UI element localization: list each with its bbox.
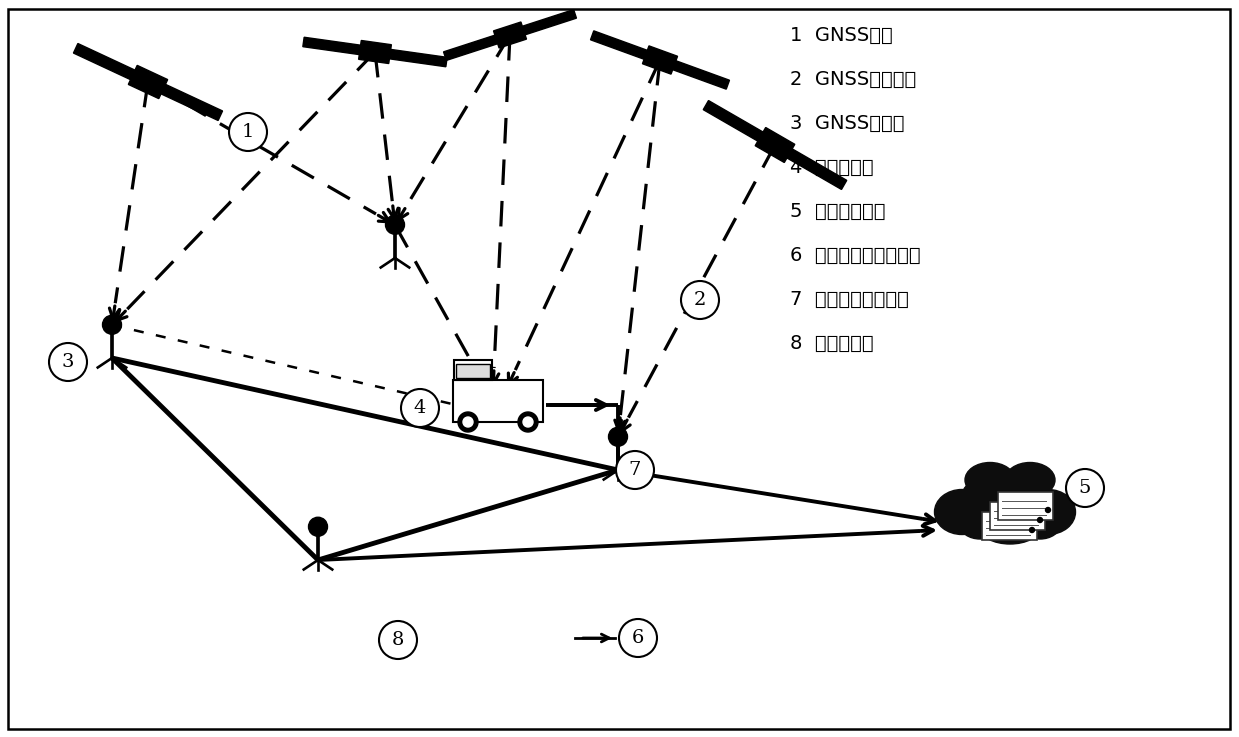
Polygon shape bbox=[73, 43, 135, 80]
Text: 4  流动站用户: 4 流动站用户 bbox=[790, 158, 873, 176]
Circle shape bbox=[50, 343, 87, 381]
Circle shape bbox=[523, 417, 533, 427]
Circle shape bbox=[518, 412, 538, 432]
Bar bbox=[456, 364, 489, 378]
Ellipse shape bbox=[960, 511, 1000, 539]
Text: 2: 2 bbox=[694, 291, 706, 309]
Polygon shape bbox=[444, 35, 498, 60]
Text: 5: 5 bbox=[1079, 479, 1092, 497]
Circle shape bbox=[463, 417, 473, 427]
Ellipse shape bbox=[1021, 489, 1075, 534]
Polygon shape bbox=[389, 49, 447, 67]
Circle shape bbox=[458, 412, 478, 432]
Ellipse shape bbox=[1020, 511, 1061, 539]
Text: 3: 3 bbox=[62, 353, 74, 371]
Bar bbox=[990, 502, 1044, 530]
Circle shape bbox=[620, 619, 657, 657]
Circle shape bbox=[1037, 517, 1042, 523]
Text: 8: 8 bbox=[392, 631, 404, 649]
Circle shape bbox=[681, 281, 719, 319]
Polygon shape bbox=[673, 60, 730, 89]
Ellipse shape bbox=[980, 512, 1040, 544]
Ellipse shape bbox=[960, 472, 1040, 532]
Text: 1: 1 bbox=[242, 123, 254, 141]
Polygon shape bbox=[493, 22, 527, 48]
Polygon shape bbox=[704, 100, 763, 142]
Polygon shape bbox=[161, 84, 223, 120]
Text: 8  基准站基线: 8 基准站基线 bbox=[790, 334, 873, 352]
Text: 3  GNSS基准站: 3 GNSS基准站 bbox=[790, 113, 904, 133]
Ellipse shape bbox=[1005, 463, 1054, 497]
Circle shape bbox=[1066, 469, 1104, 507]
Text: 1  GNSS卫星: 1 GNSS卫星 bbox=[790, 26, 893, 44]
Polygon shape bbox=[523, 10, 576, 35]
Bar bbox=[997, 492, 1053, 520]
Polygon shape bbox=[358, 41, 392, 63]
Polygon shape bbox=[591, 31, 647, 59]
Circle shape bbox=[103, 315, 121, 335]
Circle shape bbox=[385, 215, 404, 234]
Text: 6  基准站数据传输链路: 6 基准站数据传输链路 bbox=[790, 245, 921, 265]
Ellipse shape bbox=[934, 489, 990, 534]
Circle shape bbox=[401, 389, 439, 427]
Polygon shape bbox=[129, 66, 167, 99]
Bar bbox=[453, 380, 543, 422]
Circle shape bbox=[1030, 528, 1035, 533]
Circle shape bbox=[1046, 508, 1051, 512]
Ellipse shape bbox=[965, 463, 1015, 497]
Polygon shape bbox=[302, 38, 361, 55]
Circle shape bbox=[309, 517, 327, 537]
Circle shape bbox=[379, 621, 418, 659]
Text: 5  数据处理中心: 5 数据处理中心 bbox=[790, 201, 886, 220]
Bar bbox=[453, 360, 492, 380]
Circle shape bbox=[229, 113, 266, 151]
Polygon shape bbox=[643, 46, 678, 74]
Text: 6: 6 bbox=[632, 629, 644, 647]
Text: 2  GNSS卫星信号: 2 GNSS卫星信号 bbox=[790, 69, 917, 88]
Text: 7: 7 bbox=[629, 461, 642, 479]
Circle shape bbox=[616, 451, 654, 489]
Bar bbox=[983, 512, 1037, 540]
Circle shape bbox=[608, 427, 627, 446]
Text: 7  差分数据传输链路: 7 差分数据传输链路 bbox=[790, 290, 909, 309]
Polygon shape bbox=[756, 128, 794, 162]
Polygon shape bbox=[787, 149, 846, 189]
Text: 4: 4 bbox=[414, 399, 426, 417]
